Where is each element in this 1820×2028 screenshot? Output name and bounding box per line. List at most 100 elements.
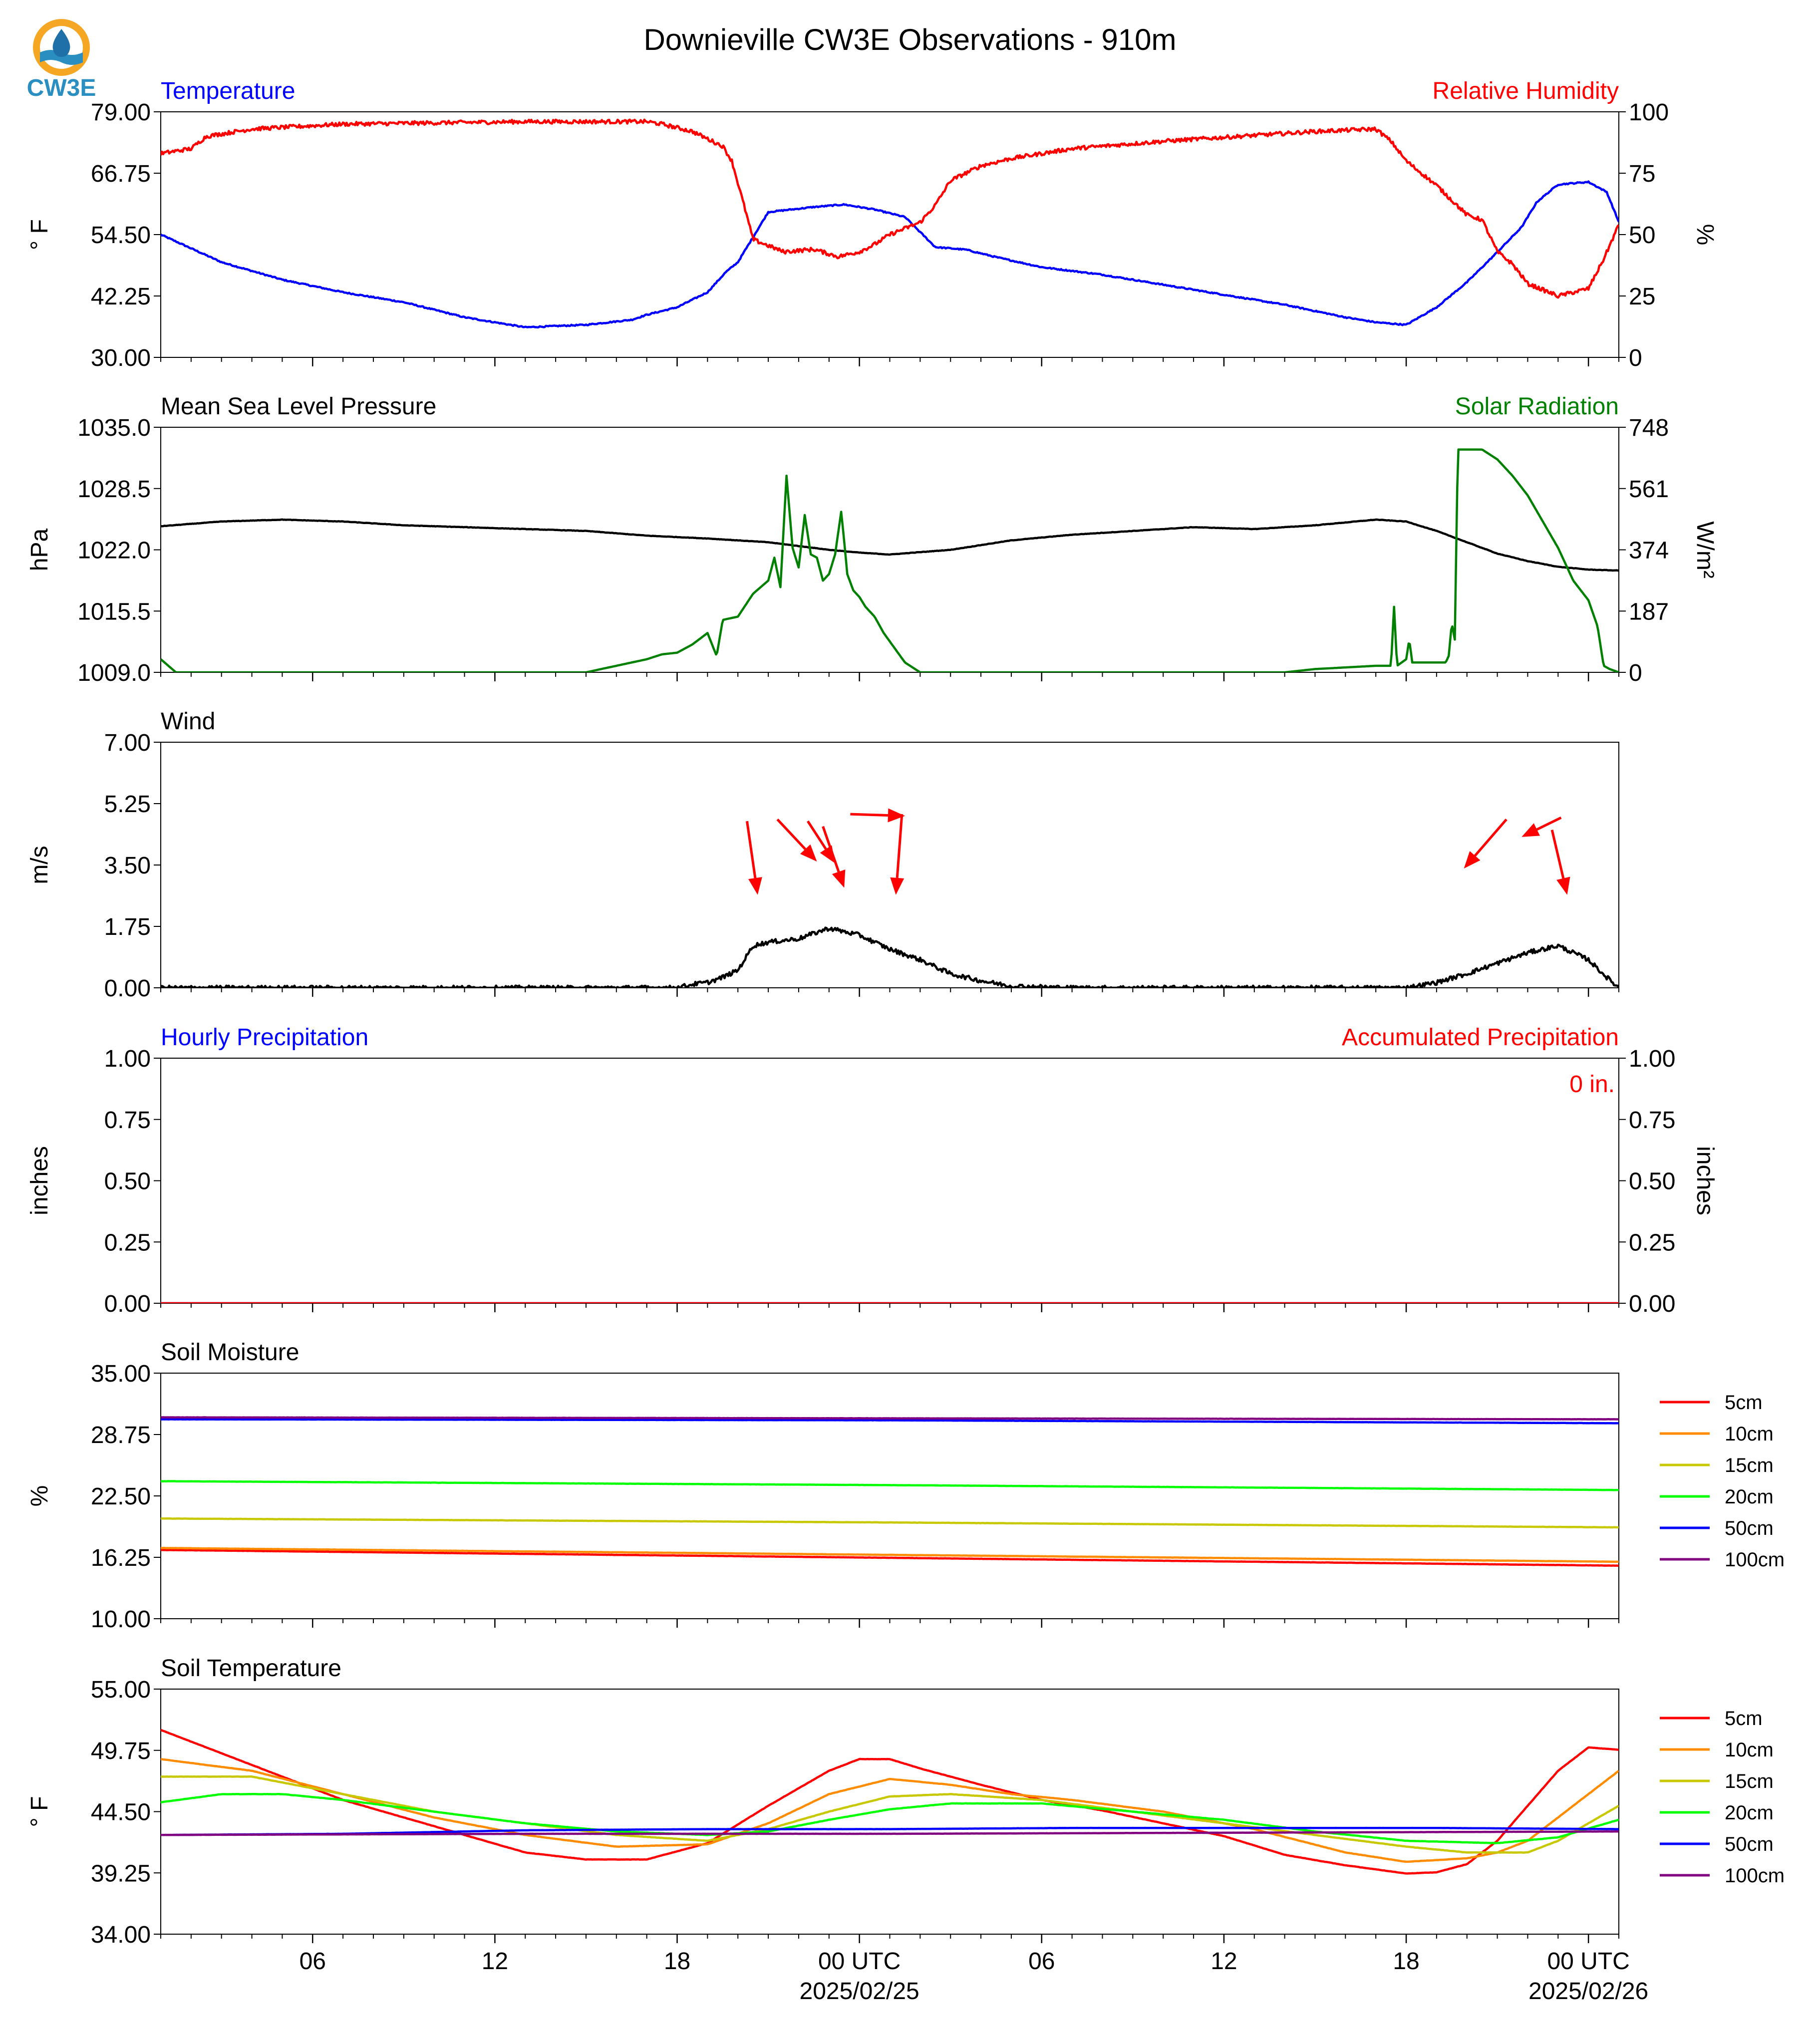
y-tick-label: 42.25 <box>91 284 151 310</box>
legend: 5cm 10cm 15cm 20cm 50cm 100cm <box>1660 1392 1785 1571</box>
y-tick-label: 1009.0 <box>77 660 151 686</box>
series-group <box>161 926 1619 988</box>
legend-label-10cm: 10cm <box>1725 1739 1774 1761</box>
wind-arrow-shaft <box>1550 830 1565 879</box>
y-tick-label: 54.50 <box>91 222 151 249</box>
y2-tick-label: 1.00 <box>1629 1046 1675 1072</box>
series-line-50cm <box>161 1826 1619 1836</box>
y2-tick-label: 75 <box>1629 161 1655 187</box>
wind-arrow <box>746 821 762 895</box>
legend-label-20cm: 20cm <box>1725 1486 1774 1508</box>
x-tick-date-label: 2025/02/26 <box>1528 1978 1648 2005</box>
y-tick-label: 55.00 <box>91 1677 151 1703</box>
wind-arrow <box>1521 816 1562 837</box>
y-tick-label: 39.25 <box>91 1860 151 1887</box>
y-tick-label: 1015.5 <box>77 598 151 625</box>
series-line-10cm <box>161 1758 1619 1863</box>
y-tick-label: 0.25 <box>104 1229 151 1256</box>
wind-arrow <box>1550 830 1570 895</box>
y2-tick-label: 187 <box>1629 598 1669 625</box>
y2-tick-label: 0.50 <box>1629 1168 1675 1195</box>
wind-arrow <box>890 814 905 895</box>
series-line-100cm <box>161 1416 1619 1421</box>
panel-title-right: Relative Humidity <box>1433 78 1619 104</box>
y-tick-label: 5.25 <box>104 791 151 818</box>
y2-tick-label: 748 <box>1629 415 1669 441</box>
wind-arrow-shaft <box>1474 818 1508 857</box>
legend-label-100cm: 100cm <box>1725 1865 1785 1887</box>
series-line-50cm <box>161 1418 1619 1425</box>
y-tick-label: 0.50 <box>104 1168 151 1195</box>
y-axis-label: ° F <box>26 1796 53 1827</box>
wind-arrow-head <box>832 869 846 888</box>
wind-arrow-shaft <box>776 818 807 850</box>
y-tick-label: 1028.5 <box>77 476 151 503</box>
x-tick-label: 12 <box>1211 1948 1237 1975</box>
y2-axis-label: inches <box>1692 1146 1718 1215</box>
panels: Temperature Relative Humidity 30.00 42.25 54… <box>26 78 1785 2005</box>
legend-label-100cm: 100cm <box>1725 1549 1785 1571</box>
panel-soil-moisture: Soil Moisture 10.00 16.25 22.50 28.75 35.00% 5… <box>26 1339 1785 1633</box>
series-line-20cm <box>161 1480 1619 1491</box>
panel-title-right: Solar Radiation <box>1455 393 1619 420</box>
y-tick-label: 79.00 <box>91 99 151 126</box>
series-group <box>161 448 1619 672</box>
panel-title-left: Temperature <box>161 78 295 104</box>
y-tick-label: 22.50 <box>91 1483 151 1510</box>
y2-tick-label: 0.75 <box>1629 1107 1675 1134</box>
wind-arrow-shaft <box>850 813 889 817</box>
y-axis-label: % <box>26 1485 53 1507</box>
legend-label-15cm: 15cm <box>1725 1454 1774 1476</box>
panel-hourly-precipitation: Hourly Precipitation Accumulated Precipit… <box>26 1024 1718 1317</box>
y-tick-label: 28.75 <box>91 1422 151 1449</box>
y-tick-label: 1035.0 <box>77 415 151 441</box>
legend-label-15cm: 15cm <box>1725 1770 1774 1792</box>
series-group <box>161 118 1619 329</box>
y-tick-label: 7.00 <box>104 730 151 756</box>
series-line-right-1 <box>161 118 1619 299</box>
wind-arrow-shaft <box>746 821 757 878</box>
y2-tick-label: 50 <box>1629 222 1655 249</box>
x-tick-label: 06 <box>300 1948 326 1975</box>
series-line-20cm <box>161 1792 1619 1844</box>
y-axis-label: ° F <box>26 219 53 250</box>
x-tick-label: 12 <box>482 1948 508 1975</box>
series-line-left-0 <box>161 180 1619 329</box>
wind-arrow-head <box>800 844 817 862</box>
legend-label-5cm: 5cm <box>1725 1708 1763 1730</box>
logo-wave <box>40 50 83 65</box>
y-tick-label: 3.50 <box>104 853 151 879</box>
y2-tick-label: 0.25 <box>1629 1229 1675 1256</box>
x-tick-label: 00 UTC <box>818 1948 901 1975</box>
series-line-100cm <box>161 1830 1619 1836</box>
wind-arrow-shaft <box>1536 816 1562 831</box>
series-group <box>161 1416 1619 1567</box>
wind-arrow <box>822 826 846 888</box>
series-line-15cm <box>161 1517 1619 1529</box>
wind-arrow-shaft <box>896 814 904 878</box>
series-line-right-1 <box>161 448 1619 672</box>
series-line-left-0 <box>161 518 1619 572</box>
y-tick-label: 0.75 <box>104 1107 151 1134</box>
x-tick-label: 18 <box>664 1948 690 1975</box>
y2-tick-label: 374 <box>1629 538 1669 564</box>
y-tick-label: 34.00 <box>91 1922 151 1948</box>
cw3e-logo: CW3E <box>27 19 96 101</box>
legend: 5cm 10cm 15cm 20cm 50cm 100cm <box>1660 1708 1785 1887</box>
y-tick-label: 35.00 <box>91 1361 151 1387</box>
x-tick-label: 00 UTC <box>1547 1948 1629 1975</box>
x-tick-label: 18 <box>1393 1948 1419 1975</box>
y-axis-label: hPa <box>26 528 53 571</box>
y-tick-label: 0.00 <box>104 975 151 1002</box>
y2-tick-label: 0 <box>1629 345 1642 371</box>
y2-tick-label: 25 <box>1629 284 1655 310</box>
wind-arrow-head <box>888 808 905 823</box>
y-tick-label: 16.25 <box>91 1545 151 1571</box>
y-tick-label: 1.75 <box>104 914 151 940</box>
legend-label-10cm: 10cm <box>1725 1423 1774 1445</box>
wind-arrow <box>850 808 905 823</box>
x-tick-label: 06 <box>1028 1948 1055 1975</box>
y-tick-label: 66.75 <box>91 161 151 187</box>
